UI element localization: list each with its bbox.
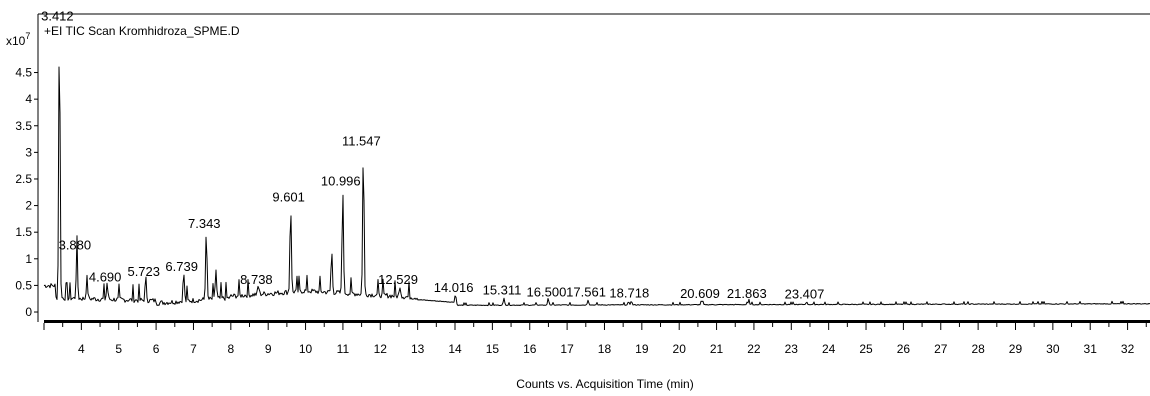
y-tick-label: 1: [25, 252, 32, 266]
peak-label: 11.547: [342, 134, 381, 149]
y-tick-label: 1.5: [15, 225, 32, 239]
x-tick-label: 7: [190, 342, 197, 356]
x-tick-label: 28: [971, 342, 985, 356]
peak-label: 6.739: [165, 259, 198, 274]
plot-frame: [37, 13, 1150, 323]
x-tick-label: 30: [1046, 342, 1060, 356]
x-tick-label: 14: [448, 342, 462, 356]
peak-label: 5.723: [127, 264, 160, 279]
x-tick-label: 26: [897, 342, 911, 356]
peak-label: 7.343: [188, 216, 221, 231]
chart-title: +EI TIC Scan Kromhidroza_SPME.D: [44, 24, 240, 38]
y-scale-label: x107: [6, 31, 30, 48]
x-tick-label: 17: [560, 342, 574, 356]
x-tick-label: 8: [227, 342, 234, 356]
peak-label: 8.738: [240, 272, 273, 287]
peak-label: 12.529: [378, 272, 418, 287]
y-tick-label: 3.5: [15, 119, 32, 133]
peak-label: 15.311: [483, 283, 522, 298]
y-scale-base: x10: [6, 34, 26, 48]
x-axis-title: Counts vs. Acquisition Time (min): [516, 377, 693, 391]
x-tick-label: 29: [1009, 342, 1023, 356]
x-tick-label: 22: [747, 342, 761, 356]
x-tick-label: 4: [78, 342, 85, 356]
tic-trace: [43, 66, 1150, 307]
y-tick-label: 2: [25, 199, 32, 213]
peak-label: 9.601: [272, 190, 305, 205]
x-tick-label: 10: [299, 342, 313, 356]
peak-label: 17.561: [566, 284, 606, 299]
x-tick-label: 23: [785, 342, 799, 356]
x-tick-label: 11: [337, 342, 350, 356]
peak-label: 10.996: [321, 174, 361, 189]
peak-label: 14.016: [434, 280, 474, 295]
x-tick-label: 9: [265, 342, 272, 356]
x-tick-label: 25: [859, 342, 873, 356]
peak-label: 3.880: [59, 237, 92, 252]
peak-label: 20.609: [680, 286, 720, 301]
x-tick-label: 27: [934, 342, 948, 356]
x-tick-label: 21: [710, 342, 724, 356]
y-scale-exponent: 7: [25, 31, 30, 41]
x-axis: 4 5 6 7 8 9 10 11 12 13 14 15 16 17 18 19 20 21 22 23 24 25 26…: [43, 323, 1147, 356]
x-tick-label: 32: [1121, 342, 1135, 356]
x-tick-label: 24: [822, 342, 836, 356]
y-tick-label: 4: [25, 92, 32, 106]
x-tick-label: 18: [598, 342, 612, 356]
peak-label: 23.407: [785, 286, 825, 301]
x-tick-label: 16: [523, 342, 537, 356]
x-tick-label: 12: [374, 342, 388, 356]
y-tick-label: 3: [25, 145, 32, 159]
x-tick-label: 6: [153, 342, 160, 356]
x-tick-label: 5: [115, 342, 122, 356]
y-tick-label: 4.5: [15, 66, 32, 80]
peak-label: 3.412: [41, 9, 74, 24]
peak-label: 18.718: [609, 285, 649, 300]
peak-label: 21.863: [727, 286, 767, 301]
x-tick-label: 20: [673, 342, 687, 356]
x-tick-label: 15: [486, 342, 500, 356]
peak-label: 16.500: [527, 284, 567, 299]
y-axis: 0 0.5 1 1.5 2 2.5 3 3.5 4 4.5: [15, 66, 38, 319]
peak-label: 4.690: [89, 269, 122, 284]
peak-labels: 3.412 3.880 4.690 5.723 6.739 7.343 8.738 9.601…: [41, 9, 824, 302]
x-tick-label: 13: [411, 342, 425, 356]
x-tick-label: 19: [635, 342, 649, 356]
y-tick-label: 2.5: [15, 172, 32, 186]
x-tick-label: 31: [1084, 342, 1098, 356]
y-tick-label: 0: [25, 305, 32, 319]
y-tick-label: 0.5: [15, 278, 32, 292]
